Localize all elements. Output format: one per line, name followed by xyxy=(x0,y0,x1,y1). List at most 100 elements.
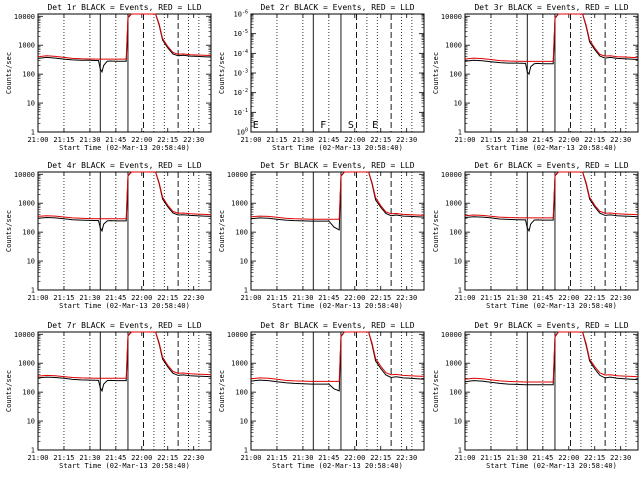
y-tick-label: 100 xyxy=(235,389,248,397)
y-tick-label: 10 xyxy=(27,258,35,266)
y-tick-label: 100 xyxy=(22,229,35,237)
y-tick-label: 100 xyxy=(449,389,462,397)
y-tick-label: 10-4 xyxy=(234,49,248,58)
y-tick-label: 10-1 xyxy=(234,108,248,117)
y-tick-label: 10000 xyxy=(14,171,35,179)
y-tick-label: 1000 xyxy=(231,360,248,368)
x-tick-label: 21:15 xyxy=(53,294,74,302)
y-tick-label: 10 xyxy=(454,418,462,426)
x-tick-label: 22:15 xyxy=(370,136,391,144)
plot-frame xyxy=(37,171,212,291)
panel-title: Det 9r BLACK = Events, RED = LLD xyxy=(474,321,628,330)
y-tick-label: 10-3 xyxy=(234,69,248,78)
y-tick-label: 1000 xyxy=(18,200,35,208)
x-tick-label: 21:45 xyxy=(105,294,126,302)
y-axis-title: Counts/sec xyxy=(5,370,13,412)
y-tick-label: 1 xyxy=(244,447,248,455)
y-tick-label: 10 xyxy=(454,100,462,108)
x-tick-label: 22:15 xyxy=(157,136,178,144)
y-tick-label: 1000 xyxy=(18,42,35,50)
x-tick-label: 21:00 xyxy=(27,136,48,144)
x-tick-label: 21:15 xyxy=(266,454,287,462)
x-tick-label: 22:00 xyxy=(558,454,579,462)
panel-title: Det 1r BLACK = Events, RED = LLD xyxy=(47,3,201,12)
panel-title: Det 2r BLACK = Events, RED = LLD xyxy=(260,3,414,12)
x-tick-label: 21:30 xyxy=(292,136,313,144)
x-tick-label: 21:00 xyxy=(454,136,475,144)
x-tick-label: 22:00 xyxy=(558,136,579,144)
panel-det-9r: Det 9r BLACK = Events, RED = LLD 21:00 21:… xyxy=(432,321,639,470)
x-tick-label: 21:00 xyxy=(27,454,48,462)
x-axis-title: Start Time (02-Mar-13 20:58:40) xyxy=(486,302,617,310)
y-tick-label: 10 xyxy=(27,100,35,108)
y-tick-label: 10000 xyxy=(14,13,35,21)
y-tick-label: 100 xyxy=(449,71,462,79)
x-tick-label: 21:30 xyxy=(506,294,527,302)
y-tick-label: 1 xyxy=(458,447,462,455)
x-tick-label: 21:15 xyxy=(266,294,287,302)
series-line-lld xyxy=(37,171,212,220)
x-tick-label: 21:30 xyxy=(79,294,100,302)
y-axis-title: Counts/sec xyxy=(218,52,226,94)
series-line-lld xyxy=(250,171,425,220)
x-tick-label: 21:00 xyxy=(27,294,48,302)
plot-frame xyxy=(37,13,212,133)
panel-title: Det 7r BLACK = Events, RED = LLD xyxy=(47,321,201,330)
x-tick-label: 22:15 xyxy=(370,294,391,302)
x-tick-label: 22:15 xyxy=(584,136,605,144)
panel-det-7r: Det 7r BLACK = Events, RED = LLD 21:00 21:… xyxy=(5,321,212,470)
x-tick-label: 21:45 xyxy=(532,294,553,302)
x-tick-label: 22:30 xyxy=(396,294,417,302)
y-tick-label: 10 xyxy=(454,258,462,266)
x-tick-label: 22:30 xyxy=(183,136,204,144)
x-tick-label: 21:30 xyxy=(292,294,313,302)
x-tick-label: 22:00 xyxy=(131,136,152,144)
x-tick-label: 21:30 xyxy=(292,454,313,462)
panel-det-2r: Det 2r BLACK = Events, RED = LLD 21:00 21:… xyxy=(218,3,425,152)
y-axis-title: Counts/sec xyxy=(218,210,226,252)
series-line-lld xyxy=(464,171,639,219)
x-tick-label: 22:30 xyxy=(610,136,631,144)
x-axis-title: Start Time (02-Mar-13 20:58:40) xyxy=(272,144,403,152)
x-tick-label: 21:15 xyxy=(266,136,287,144)
x-axis-title: Start Time (02-Mar-13 20:58:40) xyxy=(59,144,190,152)
y-tick-label: 10-6 xyxy=(234,10,248,19)
x-axis-title: Start Time (02-Mar-13 20:58:40) xyxy=(486,144,617,152)
x-tick-label: 22:15 xyxy=(584,294,605,302)
plot-frame xyxy=(464,171,639,291)
series-line-lld xyxy=(464,13,639,62)
series-line-lld xyxy=(464,331,639,383)
x-tick-label: 21:30 xyxy=(506,136,527,144)
panel-det-6r: Det 6r BLACK = Events, RED = LLD 21:00 21:… xyxy=(432,161,639,310)
x-tick-label: 22:30 xyxy=(396,136,417,144)
x-tick-label: 21:45 xyxy=(532,136,553,144)
y-tick-label: 100 xyxy=(237,128,248,137)
panel-title: Det 8r BLACK = Events, RED = LLD xyxy=(260,321,414,330)
y-tick-label: 100 xyxy=(22,389,35,397)
plot-frame xyxy=(37,331,212,451)
x-tick-label: 21:00 xyxy=(240,136,261,144)
x-tick-label: 22:30 xyxy=(183,294,204,302)
y-tick-label: 10 xyxy=(240,418,248,426)
y-axis-title: Counts/sec xyxy=(432,370,440,412)
panel-title: Det 5r BLACK = Events, RED = LLD xyxy=(260,161,414,170)
x-tick-label: 21:30 xyxy=(79,136,100,144)
panel-det-3r: Det 3r BLACK = Events, RED = LLD 21:00 21:… xyxy=(432,3,639,152)
y-axis-title: Counts/sec xyxy=(5,52,13,94)
panel-title: Det 4r BLACK = Events, RED = LLD xyxy=(47,161,201,170)
x-tick-label: 22:15 xyxy=(157,454,178,462)
y-tick-label: 1000 xyxy=(18,360,35,368)
x-tick-label: 22:30 xyxy=(610,294,631,302)
y-tick-label: 10-5 xyxy=(234,29,248,38)
y-tick-label: 1000 xyxy=(231,200,248,208)
y-tick-label: 10000 xyxy=(441,171,462,179)
x-tick-label: 21:45 xyxy=(105,136,126,144)
y-tick-label: 1 xyxy=(458,287,462,295)
y-tick-label: 100 xyxy=(449,229,462,237)
series-line-lld xyxy=(37,13,212,60)
y-tick-label: 1 xyxy=(31,447,35,455)
panel-det-1r: Det 1r BLACK = Events, RED = LLD 21:00 21:… xyxy=(5,3,212,152)
x-tick-label: 21:15 xyxy=(480,136,501,144)
series-line-lld xyxy=(250,331,425,382)
